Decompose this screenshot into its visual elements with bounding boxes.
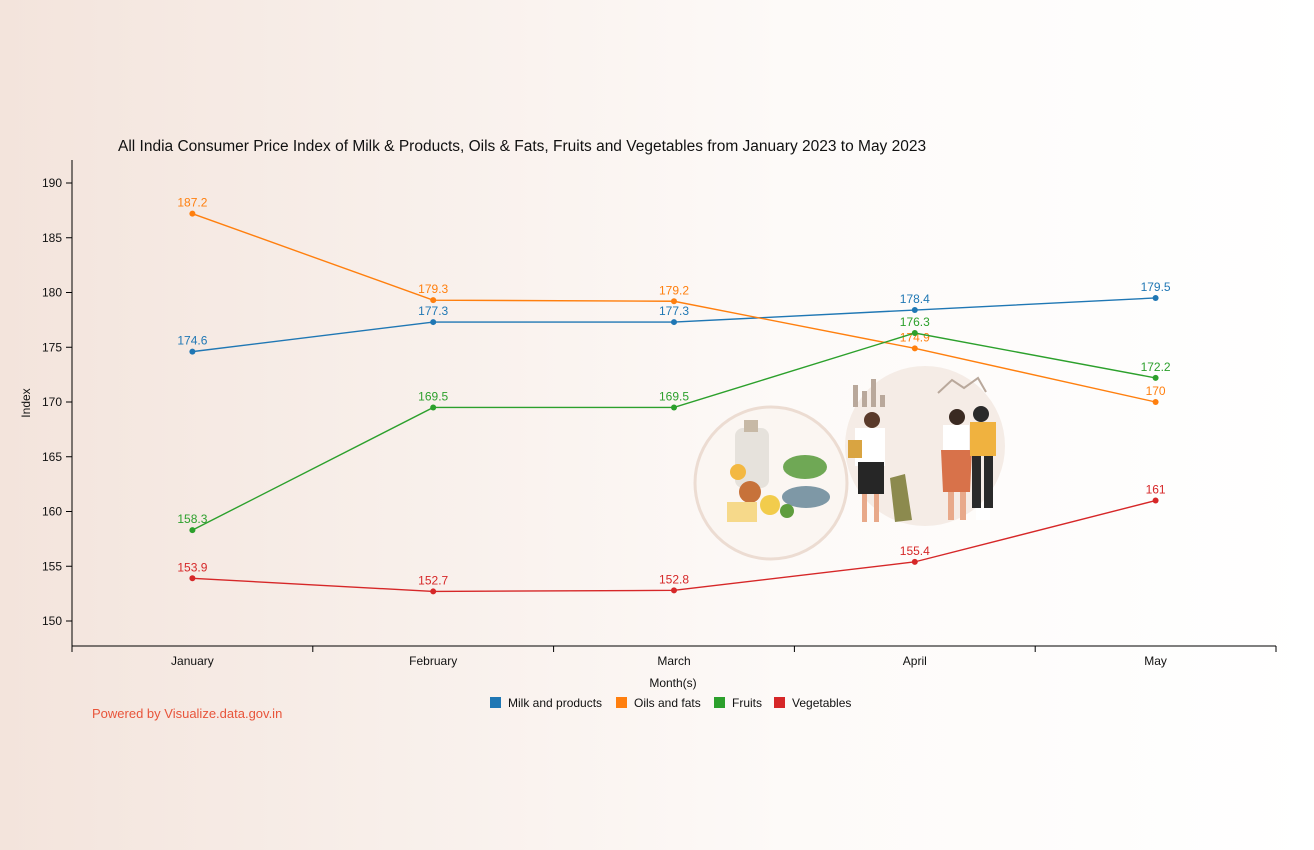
y-tick-label: 185	[42, 231, 62, 245]
data-label: 179.2	[659, 283, 689, 297]
data-point[interactable]	[1152, 399, 1159, 405]
series-layer: 174.6 177.3 177.3 178.4 179.5 187.2 179.3 179.2…	[177, 196, 1171, 595]
y-tick-label: 170	[42, 395, 62, 409]
data-label: 169.5	[418, 389, 448, 403]
y-tick-label: 155	[42, 559, 62, 573]
data-point[interactable]	[911, 330, 918, 337]
y-tick-label: 160	[42, 505, 62, 519]
data-label: 179.5	[1141, 280, 1171, 294]
data-label: 178.4	[900, 292, 930, 306]
y-axis-ticks: 150 155 160 165 170 175 180 185 190	[42, 176, 72, 628]
data-point[interactable]	[1152, 294, 1159, 301]
y-tick-label: 165	[42, 450, 62, 464]
data-label: 177.3	[418, 304, 448, 318]
data-point[interactable]	[430, 404, 437, 411]
legend-item[interactable]: Milk and products	[490, 696, 602, 710]
y-tick-label: 175	[42, 340, 62, 354]
x-tick-label: May	[1144, 654, 1167, 668]
legend-swatch	[490, 697, 501, 708]
data-point[interactable]	[671, 298, 677, 305]
legend-label: Milk and products	[508, 696, 602, 710]
data-point[interactable]	[911, 558, 918, 565]
x-axis-ticks: January February March April May	[71, 646, 1277, 668]
legend-swatch	[774, 697, 785, 708]
legend-label: Fruits	[732, 696, 762, 710]
data-point[interactable]	[671, 587, 677, 594]
data-point[interactable]	[1152, 497, 1159, 504]
data-point[interactable]	[430, 588, 437, 595]
data-label: 169.5	[659, 389, 689, 403]
y-tick-label: 180	[42, 286, 62, 300]
data-label: 177.3	[659, 304, 689, 318]
y-tick-label: 150	[42, 614, 62, 628]
data-label: 161	[1146, 483, 1166, 497]
data-label: 152.7	[418, 573, 448, 587]
legend-label: Vegetables	[792, 696, 851, 710]
series-vegetables: 153.9 152.7 152.8 155.4 161	[177, 483, 1166, 595]
legend-item[interactable]: Vegetables	[774, 696, 851, 710]
powered-by-link[interactable]: Powered by Visualize.data.gov.in	[92, 706, 282, 721]
legend-item[interactable]: Oils and fats	[616, 696, 701, 710]
data-point[interactable]	[911, 307, 918, 314]
legend-swatch	[714, 697, 725, 708]
x-tick-label: January	[171, 654, 214, 668]
data-label: 172.2	[1141, 360, 1171, 374]
data-label: 155.4	[900, 544, 930, 558]
x-tick-label: March	[657, 654, 690, 668]
chart-title: All India Consumer Price Index of Milk &…	[118, 138, 926, 155]
data-point[interactable]	[430, 297, 437, 304]
series-line	[192, 332, 1156, 531]
data-point[interactable]	[189, 527, 196, 534]
x-tick-label: February	[409, 654, 457, 668]
data-point[interactable]	[189, 575, 196, 582]
x-axis-title: Month(s)	[649, 676, 696, 690]
legend-swatch	[616, 697, 627, 708]
data-point[interactable]	[1152, 374, 1159, 381]
data-point[interactable]	[189, 348, 196, 355]
data-point[interactable]	[671, 319, 677, 326]
data-point[interactable]	[911, 345, 918, 352]
food-and-shoppers-illustration	[693, 366, 1005, 561]
data-label: 153.9	[177, 560, 207, 574]
legend-label: Oils and fats	[634, 696, 701, 710]
data-label: 176.3	[900, 315, 930, 329]
data-label: 152.8	[659, 572, 689, 586]
data-point[interactable]	[189, 210, 196, 217]
data-label: 158.3	[177, 512, 207, 526]
data-label: 179.3	[418, 282, 448, 296]
data-point[interactable]	[671, 404, 677, 411]
legend: Milk and products Oils and fats Fruits Vege…	[490, 696, 851, 710]
y-tick-label: 190	[42, 176, 62, 190]
series-milk-and-products: 174.6 177.3 177.3 178.4 179.5	[177, 280, 1171, 355]
data-label: 174.6	[177, 334, 207, 348]
x-tick-label: April	[903, 654, 927, 668]
data-label: 170	[1146, 384, 1166, 398]
data-point[interactable]	[430, 319, 437, 326]
data-label: 187.2	[177, 196, 207, 210]
y-axis-title: Index	[19, 388, 33, 417]
series-fruits: 158.3 169.5 169.5 176.3 172.2	[177, 315, 1171, 534]
legend-item[interactable]: Fruits	[714, 696, 762, 710]
